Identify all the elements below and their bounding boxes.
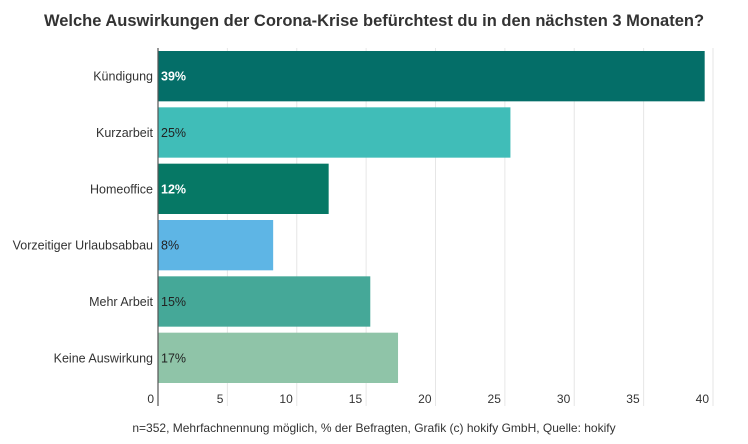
category-label: Keine Auswirkung [54,351,153,365]
data-label: 8% [161,239,179,253]
bar [158,163,329,214]
data-label: 15% [161,295,186,309]
data-label: 25% [161,126,186,140]
x-tick-label: 35 [626,392,640,406]
data-label: 12% [161,182,186,196]
bar [158,220,274,271]
bar [158,332,399,383]
category-label: Homeoffice [90,182,153,196]
category-label: Vorzeitiger Urlaubsabbau [13,239,153,253]
chart-title: Welche Auswirkungen der Corona-Krise bef… [43,12,705,30]
x-tick-label: 10 [279,392,293,406]
x-tick-label: 40 [696,392,710,406]
chart-footer: n=352, Mehrfachnennung möglich, % der Be… [132,421,616,435]
data-label: 17% [161,351,186,365]
category-label: Kündigung [93,70,153,84]
bar [158,51,705,102]
x-tick-label: 0 [147,392,154,406]
x-tick-label: 30 [557,392,571,406]
x-tick-label: 15 [349,392,363,406]
category-label: Kurzarbeit [96,126,153,140]
category-label: Mehr Arbeit [89,295,153,309]
bar [158,107,511,158]
bar [158,276,371,327]
x-tick-label: 20 [418,392,432,406]
x-tick-label: 5 [217,392,224,406]
x-tick-label: 25 [488,392,502,406]
data-label: 39% [161,70,186,84]
